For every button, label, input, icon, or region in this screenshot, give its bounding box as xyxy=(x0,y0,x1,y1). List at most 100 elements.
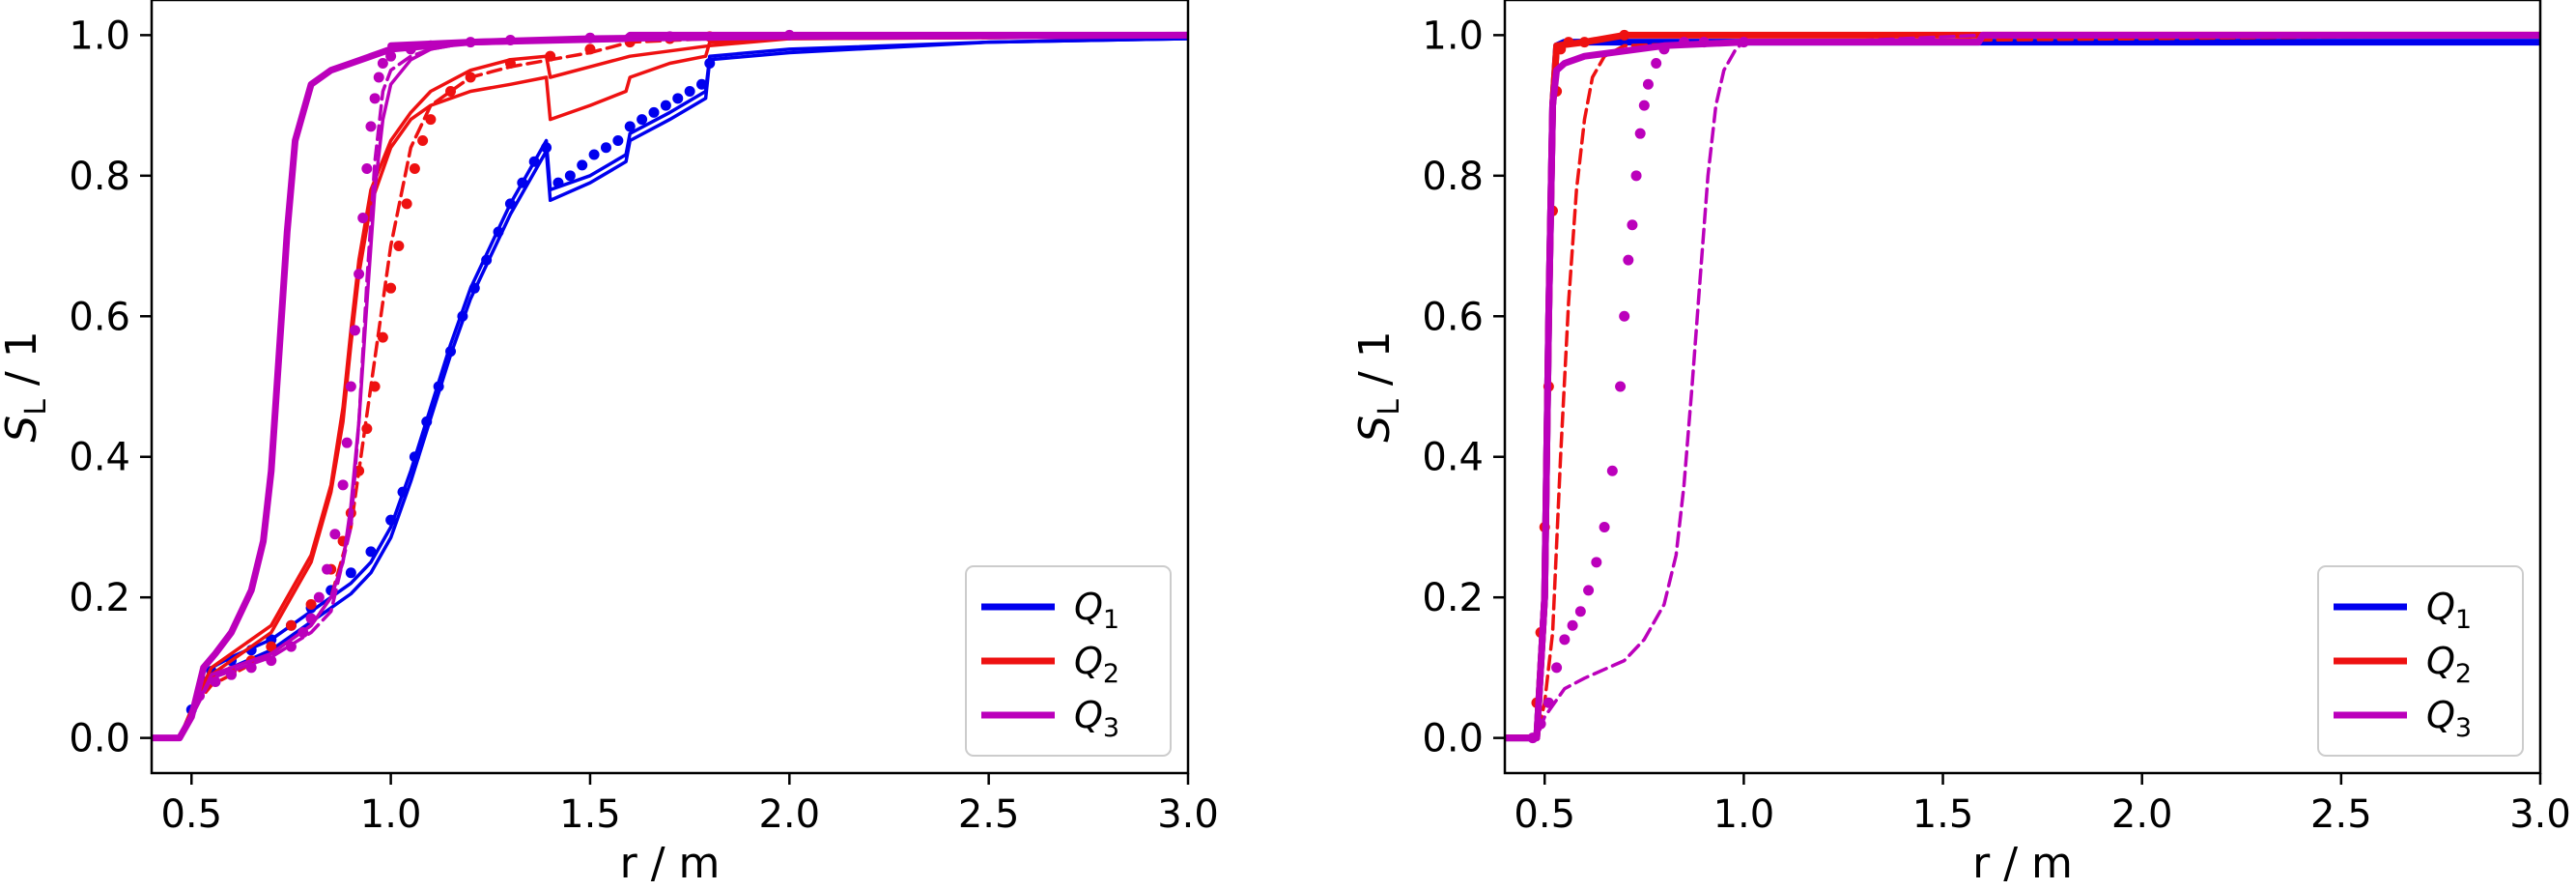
data-point xyxy=(397,486,409,498)
data-point xyxy=(345,567,356,579)
x-tick-label: 3.0 xyxy=(1157,792,1219,837)
data-point xyxy=(417,134,429,146)
data-point xyxy=(210,675,221,687)
data-point xyxy=(245,662,257,674)
series-q2-thin-3 xyxy=(152,35,1188,740)
data-point xyxy=(1627,219,1638,231)
data-point xyxy=(409,451,420,463)
data-point xyxy=(401,198,412,210)
y-axis-label-symbol: S xyxy=(0,416,46,443)
data-point xyxy=(541,142,552,154)
data-point xyxy=(577,159,588,171)
data-point xyxy=(1599,521,1610,532)
legend-entry-q2: Q2 xyxy=(2334,640,2472,689)
data-point xyxy=(1623,254,1634,266)
data-point xyxy=(481,254,493,266)
data-point xyxy=(385,514,397,526)
data-point xyxy=(584,43,596,55)
data-point xyxy=(1535,718,1546,730)
data-point xyxy=(1658,43,1670,55)
plot-frame xyxy=(150,0,1190,775)
data-point xyxy=(357,212,369,223)
legend-label: Q1 xyxy=(1074,586,1119,635)
data-point xyxy=(1583,585,1595,596)
data-point xyxy=(684,86,695,98)
y-tick-label: 0.2 xyxy=(1422,576,1484,620)
y-tick-label: 1.0 xyxy=(1422,14,1484,58)
data-point xyxy=(1591,557,1602,568)
data-point xyxy=(1551,662,1563,674)
data-point xyxy=(564,170,576,182)
data-point xyxy=(1555,43,1567,55)
data-layer xyxy=(152,29,1188,742)
y-tick-label: 0.6 xyxy=(69,295,130,339)
data-point xyxy=(1642,78,1654,90)
legend-label: Q2 xyxy=(2426,640,2472,689)
legend-entry-q2: Q2 xyxy=(981,640,1119,689)
data-point xyxy=(285,641,297,652)
legend-label: Q2 xyxy=(1074,640,1119,689)
data-point xyxy=(672,93,684,104)
x-axis-label: r / m xyxy=(1972,839,2073,888)
data-point xyxy=(504,57,516,69)
y-axis-label: SL / 1 xyxy=(0,330,53,442)
legend-subscript: 1 xyxy=(1103,605,1119,635)
y-tick-label: 0.8 xyxy=(69,155,130,199)
data-point xyxy=(1630,170,1642,182)
data-point xyxy=(297,627,309,639)
data-point xyxy=(329,529,341,540)
legend-box xyxy=(965,565,1172,757)
y-axis-label-unit: / 1 xyxy=(0,330,46,399)
data-point xyxy=(1679,37,1690,48)
data-point xyxy=(545,50,556,62)
data-layer xyxy=(1505,29,2540,744)
chart-panel-2: 0.5 1.0 1.5 2.0 2.5 3.0 0.0 0.2 0.4 0.6 0.8 1.0 r / … xyxy=(1350,0,2571,888)
data-point xyxy=(266,655,277,667)
y-axis-label-subscript: L xyxy=(19,399,53,416)
legend-subscript: 1 xyxy=(2455,605,2472,635)
data-point xyxy=(373,72,384,83)
data-point xyxy=(637,114,648,126)
data-point xyxy=(445,86,457,98)
data-point xyxy=(345,381,356,392)
series-q3-dots-10 xyxy=(194,29,795,702)
data-point xyxy=(365,121,377,132)
series-q2-dashed-5 xyxy=(152,33,1188,740)
data-point xyxy=(349,325,360,336)
data-point xyxy=(1619,310,1630,322)
y-axis-label-symbol: S xyxy=(1350,416,1400,443)
legend-entry-q3: Q3 xyxy=(981,694,1119,743)
legend-subscript: 2 xyxy=(2455,659,2472,689)
y-tick-label: 0.4 xyxy=(1422,436,1484,480)
data-point xyxy=(313,591,325,603)
y-tick-label: 0.0 xyxy=(69,717,130,761)
data-point xyxy=(322,563,333,575)
data-point xyxy=(600,142,611,154)
series-q3-thick-4 xyxy=(1505,31,2540,742)
series-q3-dots-6 xyxy=(1527,37,1749,744)
data-point xyxy=(393,241,405,252)
data-point xyxy=(704,57,716,69)
data-point xyxy=(552,177,564,188)
legend: Q1 Q2 Q3 xyxy=(965,565,1172,757)
data-point xyxy=(385,50,397,62)
data-point xyxy=(1559,634,1571,646)
data-point xyxy=(369,93,381,104)
data-point xyxy=(305,598,317,610)
data-point xyxy=(365,546,377,558)
data-point xyxy=(425,114,437,126)
x-tick-label: 2.0 xyxy=(758,792,820,837)
y-tick-label: 1.0 xyxy=(69,14,130,58)
x-tick-label: 3.0 xyxy=(2509,792,2571,837)
x-tick-label: 2.5 xyxy=(958,792,1020,837)
data-point xyxy=(1651,57,1662,69)
data-point xyxy=(361,423,373,435)
legend-symbol: Q xyxy=(2426,694,2455,736)
data-point xyxy=(305,613,317,624)
data-point xyxy=(377,331,388,343)
legend-subscript: 3 xyxy=(2455,713,2472,743)
data-point xyxy=(504,198,516,210)
legend-symbol: Q xyxy=(1074,640,1103,682)
data-point xyxy=(528,156,540,167)
